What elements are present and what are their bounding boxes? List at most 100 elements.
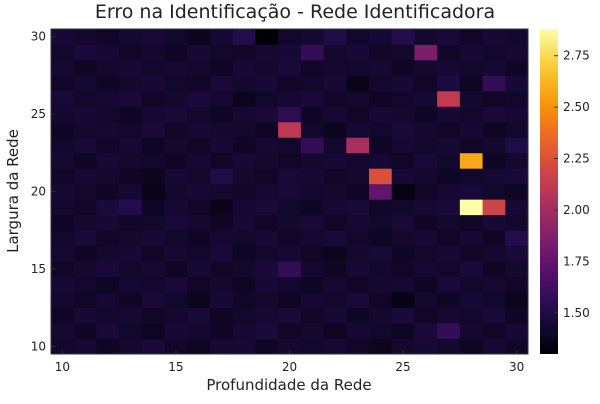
heatmap-cell — [278, 183, 302, 200]
heatmap-cell — [73, 292, 97, 308]
heatmap-cell — [323, 214, 347, 231]
heatmap-cell — [73, 106, 97, 123]
heatmap-cell — [232, 245, 256, 262]
heatmap-cell — [96, 90, 120, 107]
heatmap-cell — [164, 29, 188, 45]
heatmap-cell — [119, 245, 143, 262]
heatmap-cell — [437, 323, 461, 339]
heatmap-cell — [255, 121, 279, 138]
heatmap-cell — [482, 292, 506, 308]
colorbar-tick-label: 1.75 — [563, 254, 590, 268]
heatmap-cell — [300, 44, 324, 61]
heatmap-cell — [482, 90, 506, 107]
heatmap-cell — [187, 168, 211, 185]
heatmap-cell — [141, 168, 165, 185]
heatmap-cell — [232, 292, 256, 308]
heatmap-cell — [414, 199, 438, 216]
heatmap-cell — [391, 75, 415, 92]
heatmap-cell — [346, 214, 370, 231]
heatmap-cell — [482, 276, 506, 293]
heatmap-cell — [119, 90, 143, 107]
heatmap-cell — [323, 137, 347, 154]
heatmap-cell — [482, 323, 506, 339]
heatmap-cell — [96, 261, 120, 278]
heatmap-cell — [414, 90, 438, 107]
heatmap-cell — [210, 199, 234, 216]
heatmap-cell — [96, 307, 120, 324]
heatmap-cell — [210, 323, 234, 339]
heatmap-cell — [232, 307, 256, 324]
heatmap-cell — [300, 338, 324, 355]
heatmap-cell — [391, 292, 415, 308]
heatmap-cell — [346, 152, 370, 169]
heatmap-cell — [73, 44, 97, 61]
heatmap-cell — [300, 121, 324, 138]
heatmap-cell — [459, 168, 483, 185]
heatmap-cell — [51, 292, 75, 308]
heatmap-cell — [232, 152, 256, 169]
x-tick-label: 10 — [55, 360, 70, 374]
heatmap-cell — [187, 137, 211, 154]
heatmap-cell — [437, 261, 461, 278]
colorbar — [540, 29, 558, 354]
heatmap-cell — [96, 121, 120, 138]
heatmap-cell — [119, 230, 143, 247]
heatmap-cell — [141, 75, 165, 92]
heatmap-cell — [505, 276, 529, 293]
heatmap-cell — [187, 29, 211, 45]
heatmap-cell — [300, 323, 324, 339]
heatmap-cell — [300, 230, 324, 247]
heatmap-cell — [505, 121, 529, 138]
colorbar-ticks: 1.50 1.75 2.00 2.25 2.50 2.75 — [554, 49, 590, 320]
heatmap-cell — [300, 292, 324, 308]
heatmap-cell — [187, 183, 211, 200]
heatmap-cell — [505, 137, 529, 154]
heatmap-cell — [141, 152, 165, 169]
heatmap-cell — [437, 44, 461, 61]
heatmap-cell — [278, 90, 302, 107]
y-tick-label: 10 — [31, 339, 46, 353]
heatmap-cell — [51, 199, 75, 216]
heatmap-cell — [96, 168, 120, 185]
heatmap-cell — [346, 106, 370, 123]
heatmap-cell — [482, 183, 506, 200]
heatmap-cell — [278, 121, 302, 138]
heatmap-cell — [414, 276, 438, 293]
heatmap-cell — [369, 323, 393, 339]
heatmap-cell — [73, 199, 97, 216]
heatmap-cell — [369, 29, 393, 45]
heatmap-cell — [369, 214, 393, 231]
heatmap-cell — [96, 59, 120, 76]
heatmap-cell — [346, 137, 370, 154]
heatmap-cell — [346, 59, 370, 76]
heatmap-cell — [391, 44, 415, 61]
heatmap-cell — [51, 214, 75, 231]
heatmap-cell — [323, 230, 347, 247]
heatmap-cell — [210, 292, 234, 308]
heatmap-cell — [164, 199, 188, 216]
heatmap-cell — [232, 338, 256, 355]
heatmap-cell — [459, 230, 483, 247]
heatmap-cell — [459, 338, 483, 355]
heatmap-cell — [210, 338, 234, 355]
heatmap-cell — [51, 245, 75, 262]
heatmap-cell — [232, 137, 256, 154]
heatmap-cell — [505, 323, 529, 339]
heatmap-cell — [369, 137, 393, 154]
heatmap-cell — [255, 338, 279, 355]
heatmap-cell — [391, 230, 415, 247]
heatmap-cell — [300, 214, 324, 231]
heatmap-cell — [323, 152, 347, 169]
heatmap-cell — [391, 168, 415, 185]
heatmap-cell — [391, 199, 415, 216]
heatmap-cell — [369, 292, 393, 308]
heatmap-cell — [482, 75, 506, 92]
heatmap-cell — [255, 137, 279, 154]
heatmap-cell — [119, 214, 143, 231]
heatmap-cell — [482, 137, 506, 154]
heatmap-cell — [255, 230, 279, 247]
heatmap-cell — [164, 44, 188, 61]
heatmap-cell — [119, 59, 143, 76]
heatmap-cell — [164, 292, 188, 308]
